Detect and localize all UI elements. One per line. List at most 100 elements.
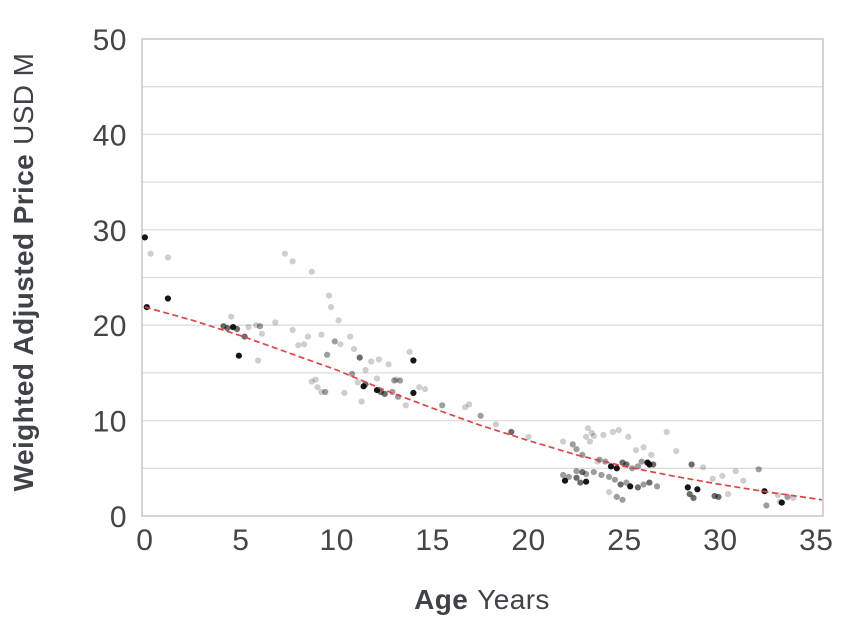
data-point [416, 384, 423, 391]
data-point [375, 356, 382, 363]
data-point [508, 428, 515, 436]
data-point [341, 389, 348, 396]
data-point [439, 402, 446, 409]
data-point [763, 502, 770, 509]
data-point [609, 428, 617, 436]
data-point [354, 379, 361, 386]
data-point [588, 429, 595, 437]
data-point [362, 381, 369, 388]
data-point [253, 322, 260, 329]
data-point [235, 352, 242, 359]
x-tick-label: 25 [607, 524, 641, 557]
data-point [650, 461, 657, 468]
x-tick-label: 10 [320, 524, 354, 557]
data-point [327, 304, 335, 311]
data-point [258, 330, 265, 337]
x-axis-title: Age Years [414, 584, 550, 616]
data-point [560, 438, 567, 445]
data-point [606, 489, 613, 496]
data-point [740, 477, 747, 484]
data-point [583, 478, 590, 485]
x-tick-label: 35 [799, 524, 833, 557]
data-point [688, 461, 695, 468]
data-point [584, 425, 592, 432]
data-point [600, 431, 607, 438]
y-tick-label: 20 [93, 310, 127, 343]
data-point [318, 388, 325, 396]
data-point [312, 376, 319, 383]
data-point [241, 333, 248, 340]
data-point [410, 389, 417, 396]
data-point [228, 313, 235, 320]
data-point [565, 473, 572, 480]
data-point [245, 324, 252, 331]
data-point [577, 479, 584, 486]
x-tick-label: 30 [703, 524, 737, 557]
y-tick-label: 50 [93, 24, 127, 57]
data-point [272, 319, 279, 326]
data-point [525, 433, 532, 440]
data-point [569, 441, 576, 448]
data-point [147, 250, 154, 257]
data-point [349, 370, 356, 377]
y-axis-title: Weighted Adjusted Price USD M [8, 53, 40, 492]
data-point [561, 477, 569, 484]
data-point [389, 388, 396, 396]
data-point [684, 484, 691, 491]
data-point [719, 472, 726, 479]
data-point [640, 481, 647, 488]
x-tick-label: 0 [136, 524, 153, 557]
data-point [141, 234, 148, 241]
y-tick-label: 10 [93, 406, 127, 439]
data-point [466, 401, 473, 408]
data-point [598, 471, 605, 479]
data-point [289, 258, 296, 265]
data-point [304, 333, 311, 340]
data-point [634, 484, 642, 491]
data-point [606, 473, 613, 480]
data-point [607, 463, 615, 470]
data-point [325, 292, 333, 299]
y-axis-title-unit: USD M [8, 52, 39, 145]
data-point [314, 384, 321, 391]
data-point [318, 331, 325, 338]
data-point [560, 471, 567, 479]
data-point [690, 494, 697, 501]
data-point [573, 446, 580, 453]
data-point [391, 377, 398, 384]
data-point [385, 361, 392, 368]
data-point [732, 468, 739, 475]
data-point [356, 354, 363, 361]
data-point [421, 386, 429, 393]
data-point [617, 481, 624, 488]
data-point [362, 366, 369, 374]
data-point [368, 358, 375, 365]
data-point [673, 448, 680, 455]
y-tick-label: 30 [93, 215, 127, 248]
data-point [755, 466, 762, 473]
x-tick-label: 5 [232, 524, 249, 557]
data-point [694, 486, 701, 493]
data-point [623, 479, 630, 486]
data-point [402, 402, 409, 409]
data-point [396, 377, 404, 384]
data-point [358, 398, 365, 405]
plot-border [141, 38, 824, 517]
x-tick-label: 15 [415, 524, 449, 557]
data-point [335, 317, 342, 324]
data-point [573, 468, 580, 475]
data-point [347, 333, 354, 340]
data-point [224, 325, 231, 332]
data-point [613, 493, 620, 500]
data-point [331, 338, 338, 345]
data-point [648, 451, 655, 458]
data-point [646, 479, 653, 486]
data-point [579, 469, 586, 476]
trend-line [144, 306, 823, 501]
data-point [590, 469, 597, 476]
data-point [233, 325, 241, 333]
data-point [381, 390, 388, 397]
x-tick-label: 20 [511, 524, 545, 557]
data-point [255, 357, 262, 364]
